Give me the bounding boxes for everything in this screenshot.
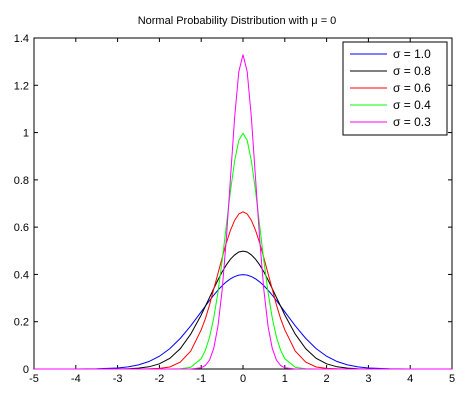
- legend-label: σ = 0.3: [393, 115, 431, 129]
- plot-area: -5 -4 -3 -2 -1 0 1 2 3 4 5 0 0.2 0.4 0.6 0.8 1 1.2 1.4: [14, 33, 455, 385]
- x-tick-label: 4: [407, 373, 413, 385]
- x-tick-label: -2: [155, 373, 165, 385]
- legend: σ = 1.0 σ = 0.8 σ = 0.6 σ = 0.4 σ = 0.3: [342, 41, 448, 136]
- x-tick-label: -5: [29, 373, 39, 385]
- y-tick-label: 0.4: [14, 269, 29, 281]
- y-tick-label: 0.2: [14, 317, 29, 329]
- y-tick-label: 1: [23, 128, 29, 140]
- y-tick-label: 1.4: [14, 33, 29, 45]
- legend-label: σ = 0.6: [393, 81, 431, 95]
- series-line-2: [34, 250, 452, 370]
- series-line-5: [34, 54, 452, 370]
- y-tick-label: 0.8: [14, 175, 29, 187]
- legend-label: σ = 1.0: [393, 47, 431, 61]
- y-tick-label: 0.6: [14, 222, 29, 234]
- series-line-1: [34, 274, 452, 370]
- legend-label: σ = 0.8: [393, 64, 431, 78]
- x-tick-label: 1: [282, 373, 288, 385]
- y-tick-label: 0: [23, 364, 29, 376]
- x-tick-label: 5: [449, 373, 455, 385]
- legend-label: σ = 0.4: [393, 98, 431, 112]
- x-tick-label: -1: [196, 373, 206, 385]
- x-tick-label: 0: [240, 373, 246, 385]
- x-tick-label: 3: [365, 373, 371, 385]
- x-tick-label: -4: [71, 373, 81, 385]
- chart-title: Normal Probability Distribution with μ =…: [138, 15, 337, 27]
- x-tick-label: 2: [324, 373, 330, 385]
- y-tick-label: 1.2: [14, 80, 29, 92]
- series-group: [34, 54, 452, 370]
- x-tick-label: -3: [113, 373, 123, 385]
- series-line-3: [34, 211, 452, 370]
- ticks: -5 -4 -3 -2 -1 0 1 2 3 4 5 0 0.2 0.4 0.6 0.8 1 1.2 1.4: [14, 33, 455, 385]
